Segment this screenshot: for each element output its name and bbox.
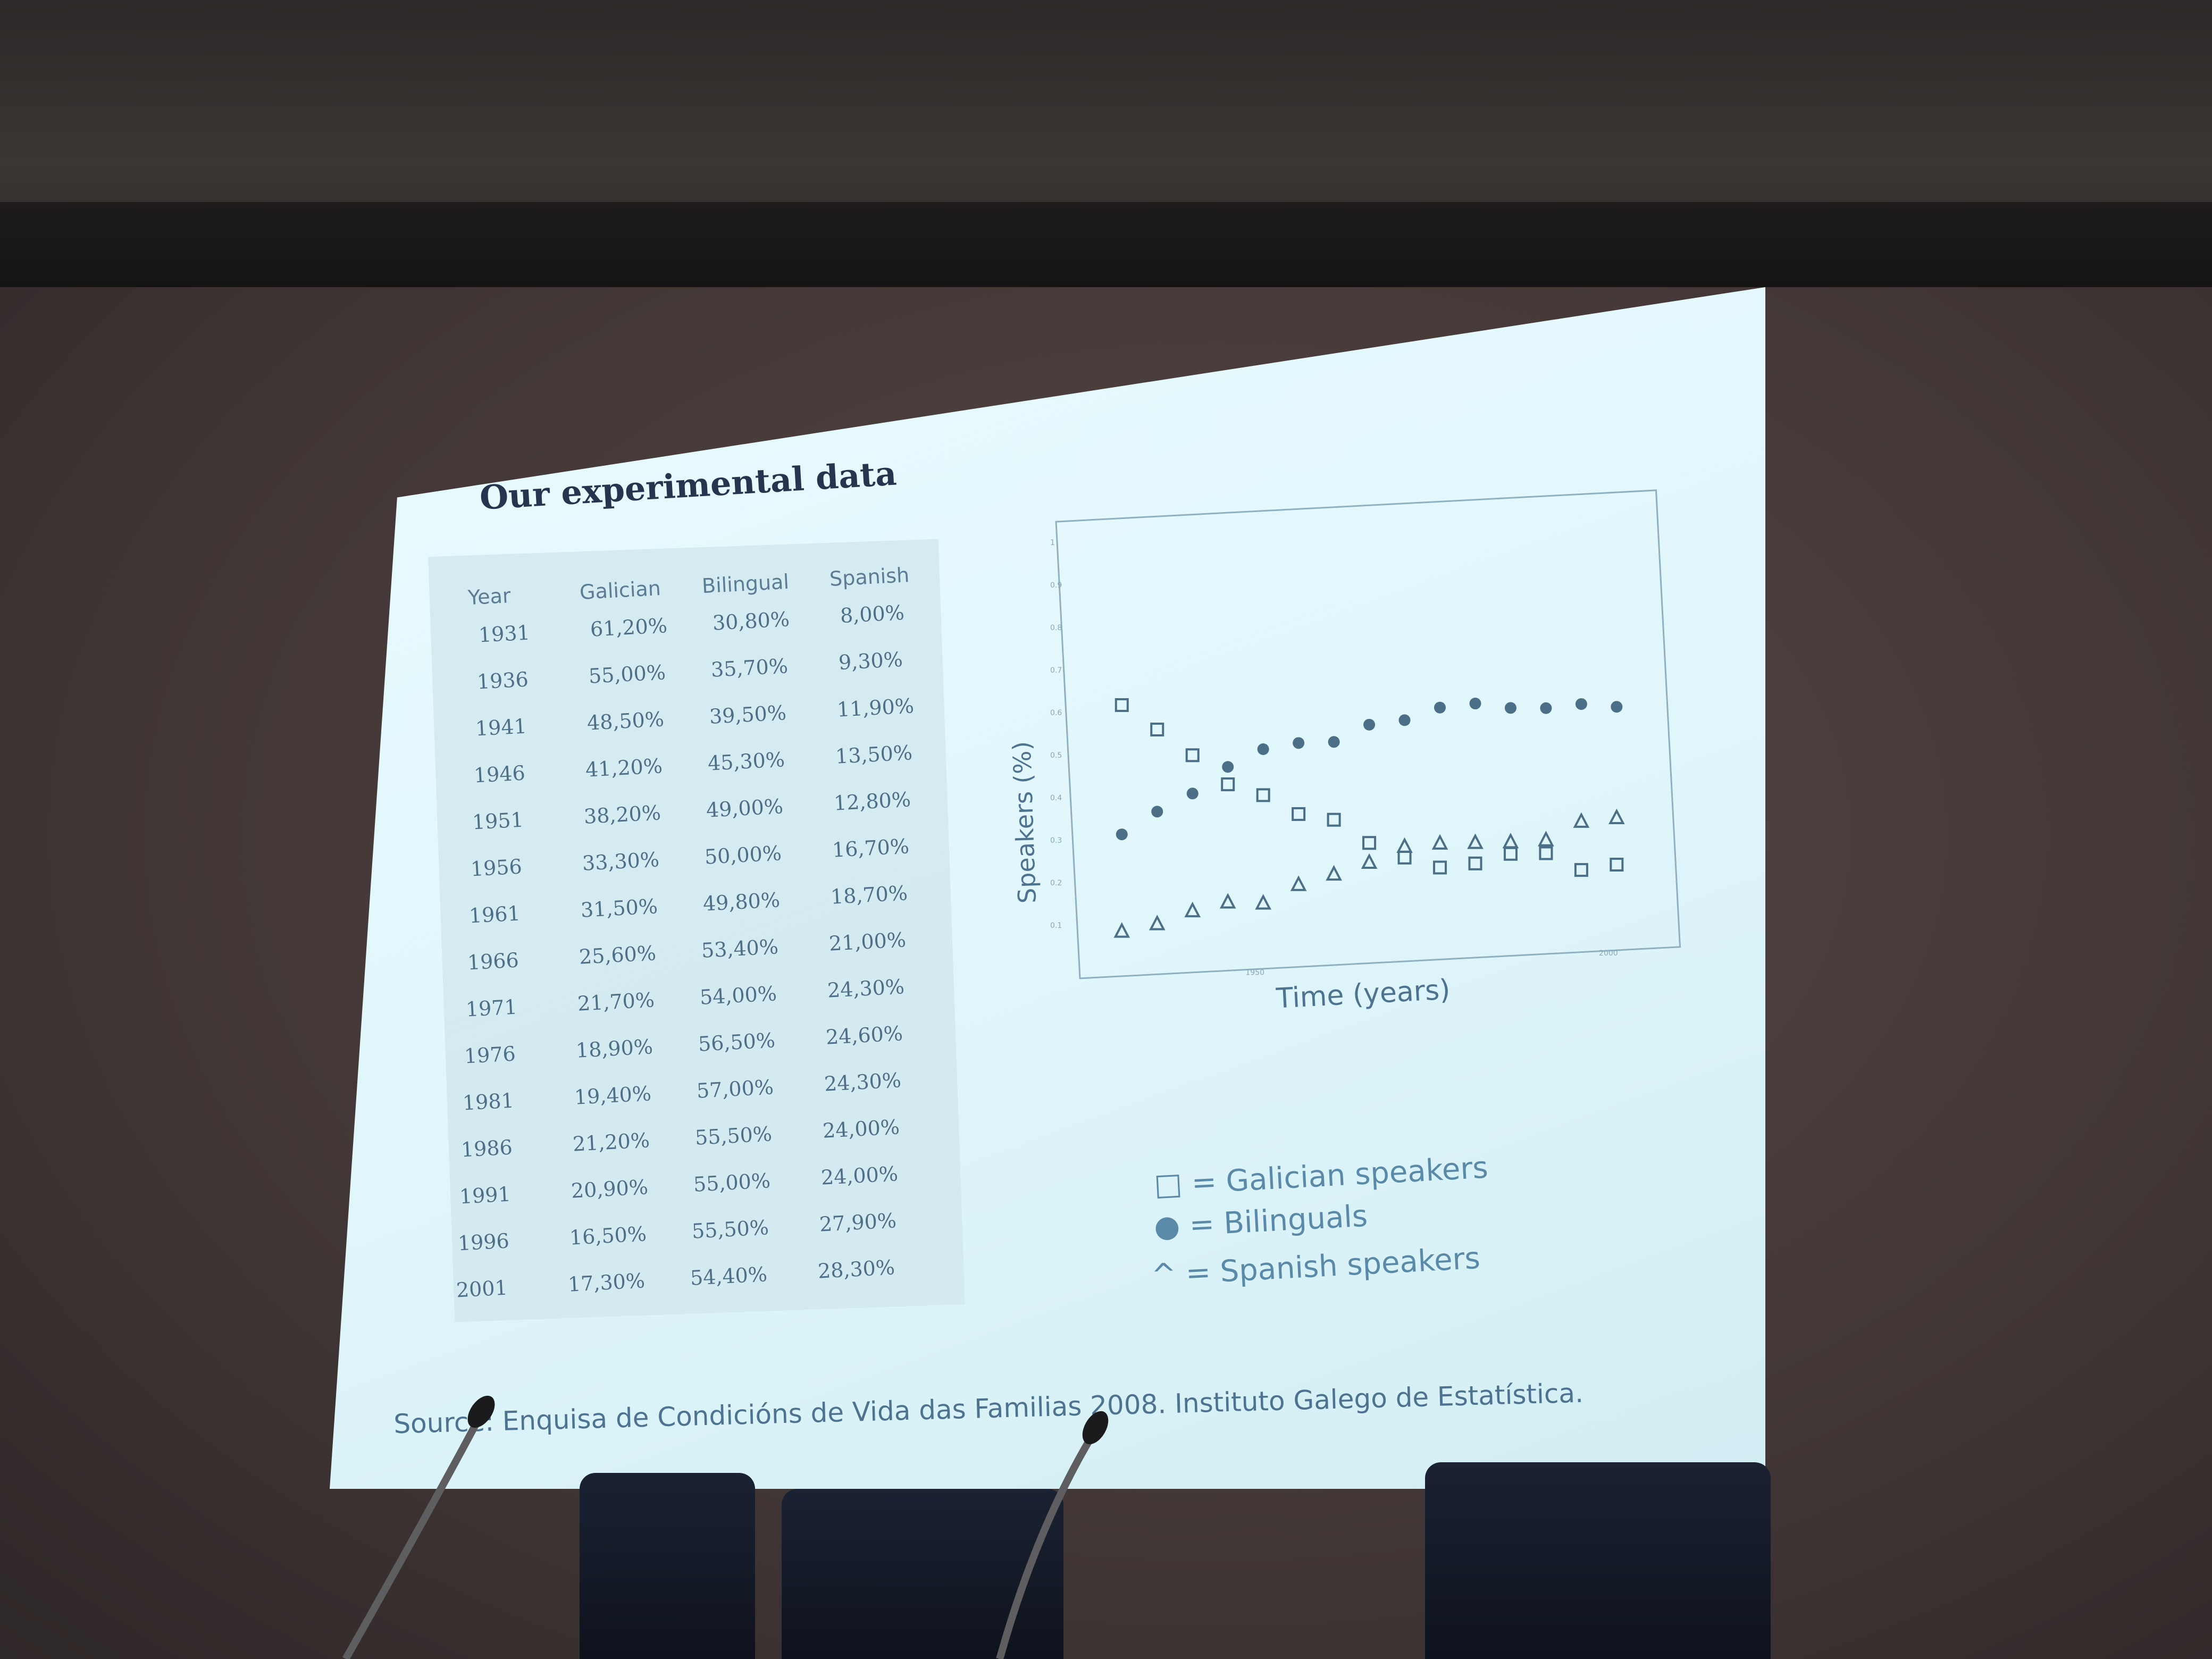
bilingual-point [1434,701,1446,714]
galician-point [1362,836,1377,850]
spanish-point [1361,853,1378,869]
spanish-point [1113,922,1130,938]
microphone-left [342,1407,488,1659]
bilingual-point [1222,761,1234,773]
galician-point [1115,698,1129,713]
y-tick-label: 1 [1050,539,1055,547]
galician-point [1221,777,1235,792]
bilingual-point [1469,698,1481,710]
spanish-point [1290,875,1307,891]
spanish-point [1538,831,1554,847]
y-tick-label: 0.9 [1050,581,1062,590]
spanish-point [1396,837,1413,853]
chart-frame [1055,489,1681,979]
y-tick-label: 0.3 [1050,836,1062,845]
spanish-point [1255,894,1271,910]
x-tick-label: 2000 [1599,949,1618,958]
y-tick-label: 0.1 [1050,921,1062,930]
spanish-point [1573,812,1590,828]
plot-border [1055,489,1681,979]
y-tick-label: 0.7 [1050,666,1062,675]
bilingual-point [1257,743,1269,755]
y-tick-label: 0.2 [1050,879,1062,887]
bilingual-point [1293,737,1305,749]
ceiling-band [0,202,2212,298]
spanish-point [1467,833,1484,849]
bilingual-point [1540,702,1552,714]
galician-point [1292,807,1306,821]
galician-point [1539,846,1553,860]
galician-point [1185,748,1200,763]
bilingual-point [1611,701,1623,713]
bilingual-point [1363,718,1376,731]
x-tick-label: 1950 [1245,969,1264,977]
y-tick-label: 0.4 [1050,794,1062,802]
microphone-right [996,1428,1099,1659]
galician-point [1574,863,1588,877]
galician-point [1150,722,1164,736]
galician-point [1610,858,1624,872]
bilingual-point [1151,806,1163,818]
chair-left [580,1473,755,1659]
y-tick-label: 0.5 [1050,751,1062,760]
galician-point [1468,856,1482,870]
chart-marks [1113,698,1625,938]
bilingual-point [1504,702,1516,714]
spanish-point [1502,833,1519,849]
galician-point [1433,860,1447,875]
bilingual-point [1328,736,1340,748]
bilingual-point [1116,828,1128,841]
bilingual-point [1575,698,1587,710]
galician-point [1327,812,1341,827]
microphone-right-head [1082,1411,1109,1445]
spanish-point [1219,893,1236,909]
galician-point [1256,788,1270,802]
y-tick-label: 0.6 [1050,709,1062,717]
bilingual-point [1398,714,1411,726]
spanish-point [1431,834,1448,850]
y-tick-label: 0.8 [1050,624,1062,632]
spanish-point [1184,901,1201,918]
chair-right [1425,1462,1771,1659]
spanish-point [1608,808,1625,825]
spanish-point [1149,915,1166,931]
microphone-left-head [467,1395,495,1428]
spanish-point [1326,865,1342,881]
bilingual-point [1186,787,1199,800]
chair-center [782,1489,1063,1659]
chart-ticks: 0.1 0.2 0.3 0.4 0.5 0.6 0.7 0.8 0.9 1 1950 2000 [1050,539,1618,977]
